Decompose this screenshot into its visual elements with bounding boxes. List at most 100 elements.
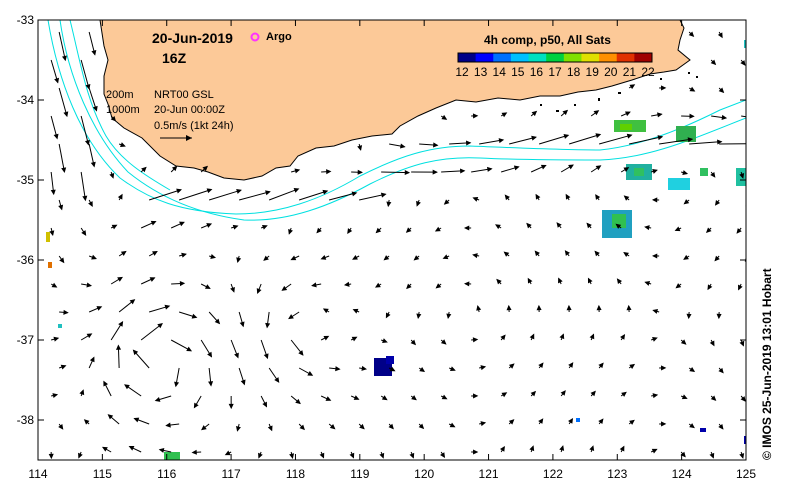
current-vector-head [465,140,472,146]
x-tick-label: 124 [672,467,692,481]
current-vector-head [404,169,411,176]
current-vector-head [473,449,479,455]
colorbar-label: 12 [455,65,469,79]
current-vector-head [265,190,271,196]
current-vector-head [435,283,442,289]
current-vector-head [299,424,305,431]
current-vector-head [230,286,235,293]
credit-text: © IMOS 25-Jun-2019 13:01 Hobart [760,268,774,460]
current-vector-head [674,226,681,232]
current-vector-head [739,340,745,347]
current-vector-head [193,402,199,409]
current-vector-head [718,367,724,374]
x-tick-label: 118 [286,467,305,481]
current-vector-head [224,450,231,456]
current-vector-head [316,227,322,234]
current-vector-head [531,135,537,141]
current-vector-head [500,445,505,452]
current-vector-head [595,133,602,139]
current-vector-head [174,381,180,388]
current-vector-head [59,257,65,264]
current-vector-head [379,452,385,459]
colorbar-label: 21 [623,65,637,79]
current-vector-head [141,166,147,173]
current-vector-shaft [509,136,536,145]
current-vector-head [559,445,565,451]
current-vector-head [615,223,622,229]
current-vector-head [214,318,221,325]
current-vector-head [747,314,750,318]
current-vector-head [565,193,571,200]
current-vector-shaft [749,32,752,37]
y-tick-label: -34 [17,93,35,107]
current-vector-head [749,425,752,429]
current-vector-head [88,201,93,207]
current-vector-head [353,395,360,400]
current-vector-head [500,334,506,341]
current-vector-head [536,304,542,311]
current-vector-head [236,188,242,194]
current-vector-head [689,113,695,119]
current-vector-head [383,255,390,261]
current-vector-head [83,419,90,425]
current-vector-head [82,195,88,202]
current-vector-head [472,253,478,259]
current-vector-head [527,277,533,284]
current-vector-shaft [538,134,569,145]
colorbar-segment [616,53,635,62]
current-vector-head [207,351,213,358]
colorbar-segment [546,53,565,62]
current-vector-head [351,191,358,197]
current-vector-head [623,252,629,258]
current-vector-head [441,394,448,400]
current-vector-head [594,250,600,257]
current-vector-head [352,308,359,314]
current-vector-head [117,276,123,282]
current-vector-head [54,77,60,84]
current-vector-head [92,105,98,112]
current-vector-head [91,49,97,56]
current-vector-head [651,253,658,259]
current-vector-head [50,189,56,196]
current-vector-head [261,224,268,230]
current-vector-head [359,423,365,430]
colorbar-label: 19 [586,65,600,79]
current-vector-head [495,224,501,230]
current-vector-shaft [741,115,746,118]
current-vector-head [750,89,754,93]
current-vector-shaft [329,192,357,201]
y-tick-label: -37 [17,333,35,347]
current-vector-shaft [80,59,90,89]
x-tick-label: 117 [222,467,241,481]
current-vector-head [626,304,632,311]
current-vector-head [535,193,541,200]
current-vector-head [644,281,651,286]
x-tick-label: 116 [157,467,176,481]
depth-200-label: 200m [106,89,134,101]
current-vector-head [718,423,724,430]
current-vector-head [239,321,245,328]
current-vector-head [625,111,631,117]
colorbar-labels: 12 13 14 15 16 17 18 19 20 21 22 [455,65,655,79]
current-vector-head [58,204,64,211]
current-vector-head [150,220,157,226]
current-vector-head [115,344,122,350]
current-vector-head [717,139,723,145]
y-tick-label: -36 [17,253,35,267]
current-vector-head [228,403,234,410]
current-vector-head [149,277,156,282]
current-vector-head [689,366,696,372]
current-vector-head [256,288,262,294]
current-vector-head [463,225,470,231]
current-vector-shaft [140,323,163,341]
current-vector-head [416,200,421,207]
current-vector-head [293,188,300,193]
current-vector-head [566,304,572,311]
current-vector-head [496,278,502,285]
x-tick-label: 115 [93,467,112,481]
current-vector-head [89,356,95,363]
current-vector-head [616,278,623,285]
current-vector-head [598,362,604,369]
current-vector-head [687,137,694,143]
